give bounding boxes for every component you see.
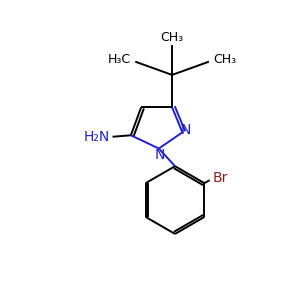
Text: CH₃: CH₃ (213, 53, 236, 66)
Text: N: N (154, 148, 165, 162)
Text: CH₃: CH₃ (160, 31, 184, 44)
Text: N: N (181, 123, 191, 137)
Text: Br: Br (213, 171, 228, 185)
Text: H₂N: H₂N (84, 130, 110, 144)
Text: H₃C: H₃C (108, 53, 131, 66)
